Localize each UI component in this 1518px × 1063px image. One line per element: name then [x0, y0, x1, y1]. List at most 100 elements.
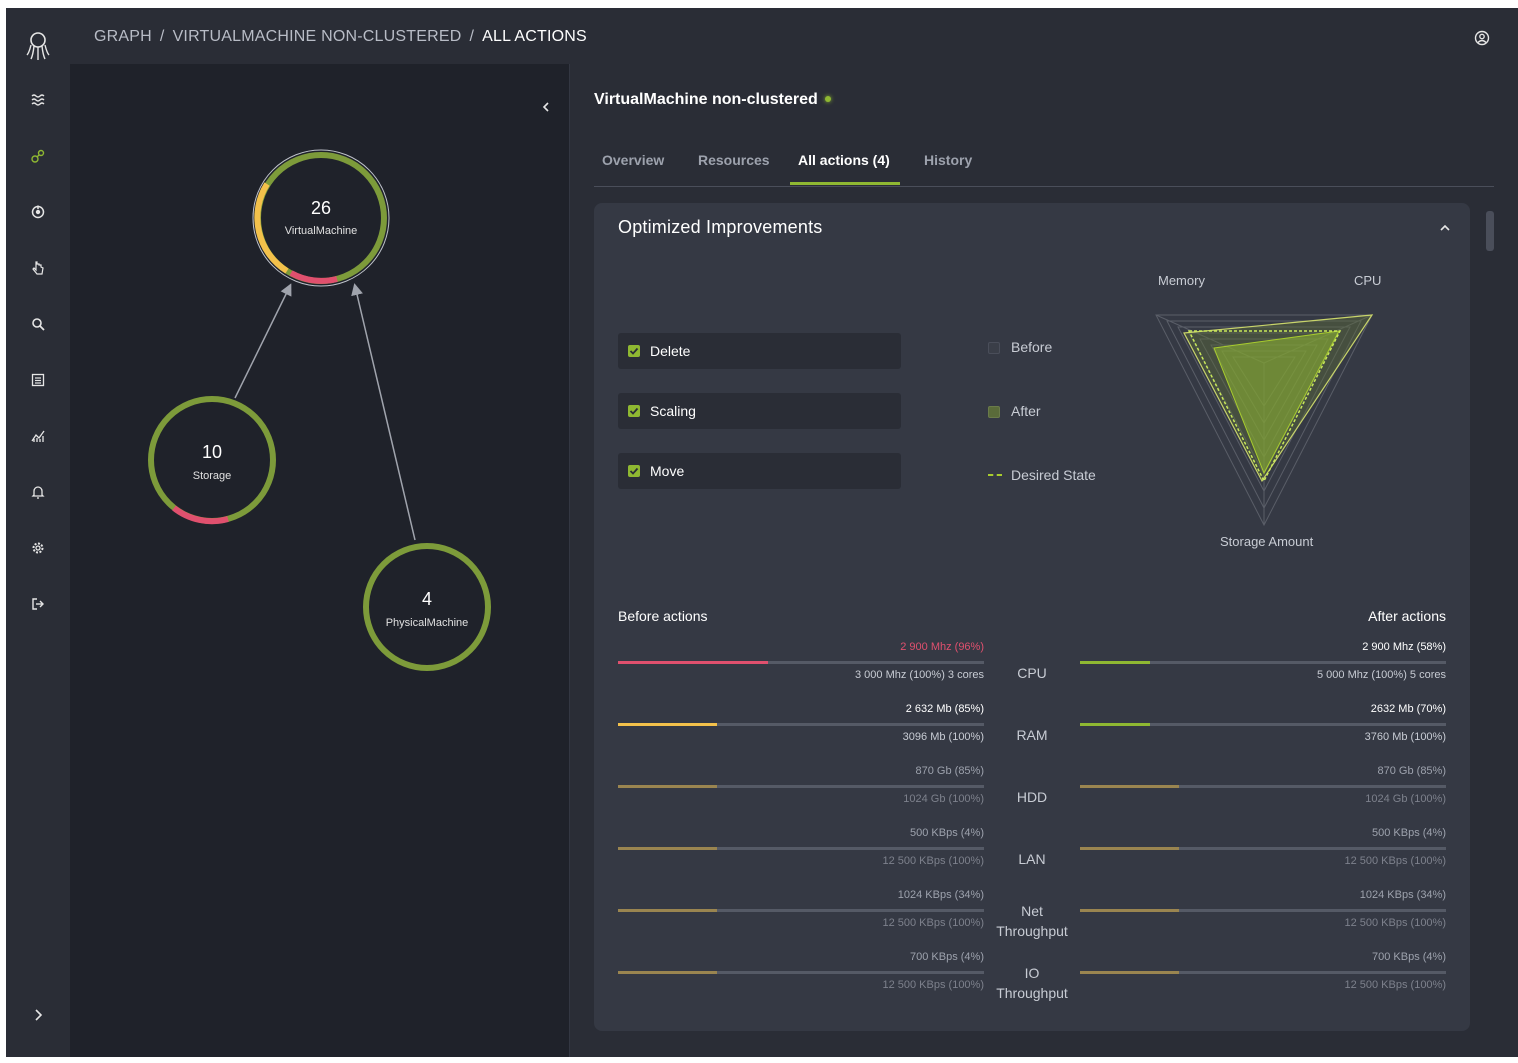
- detail-panel: VirtualMachine non-clustered Overview Re…: [570, 64, 1518, 1057]
- node-storage-name: Storage: [192, 470, 232, 482]
- before-value: 1024 KBps (34%): [897, 889, 984, 901]
- filter-move[interactable]: Move: [618, 453, 901, 489]
- graph-edges: [234, 283, 416, 541]
- legend-swatch: [988, 342, 1000, 354]
- legend-label: Desired State: [1011, 467, 1096, 483]
- radar-chart: [1155, 314, 1374, 527]
- breadcrumb: GRAPH / VIRTUALMACHINE NON-CLUSTERED / ALL A…: [94, 28, 587, 46]
- metric-label: Net Throughput: [996, 903, 1068, 939]
- node-virtualmachine-name: VirtualMachine: [284, 225, 358, 237]
- after-bar-fill: [1080, 971, 1179, 974]
- chevron-right-icon[interactable]: [26, 1003, 50, 1027]
- after-bar-fill: [1080, 847, 1179, 850]
- filter-label: Move: [650, 463, 685, 479]
- before-capacity: 12 500 KBps (100%): [882, 855, 984, 867]
- pane-divider[interactable]: [569, 64, 570, 1057]
- app-window: GRAPH / VIRTUALMACHINE NON-CLUSTERED / ALL A…: [6, 8, 1518, 1057]
- before-capacity: 12 500 KBps (100%): [882, 979, 984, 991]
- before-bar-fill: [618, 909, 717, 912]
- checkbox-checked-icon[interactable]: [628, 405, 640, 417]
- filter-scaling[interactable]: Scaling: [618, 393, 901, 429]
- checkbox-checked-icon[interactable]: [628, 345, 640, 357]
- optimized-improvements-card: Optimized Improvements Delete Scaling Mo…: [594, 203, 1470, 1031]
- chevron-up-icon[interactable]: [1438, 221, 1452, 235]
- after-value: 700 KBps (4%): [1372, 951, 1446, 963]
- sidebar: [6, 8, 70, 1057]
- metric-label: HDD: [1016, 789, 1048, 805]
- breadcrumb-graph[interactable]: GRAPH: [94, 28, 152, 45]
- before-capacity: 3 000 Mhz (100%) 3 cores: [854, 669, 984, 681]
- after-capacity: 3760 Mb (100%): [1364, 731, 1446, 743]
- before-value: 700 KBps (4%): [910, 951, 984, 963]
- bell-icon[interactable]: [26, 480, 50, 504]
- before-value: 2 632 Mb (85%): [905, 703, 984, 715]
- legend-label: Before: [1011, 339, 1053, 355]
- before-capacity: 1024 Gb (100%): [903, 793, 984, 805]
- node-storage-count: 10: [201, 442, 223, 462]
- tab-overview[interactable]: Overview: [602, 152, 665, 168]
- before-bar-fill: [618, 847, 717, 850]
- metric-label: IO Throughput: [996, 965, 1068, 1001]
- tab-history[interactable]: History: [924, 152, 973, 168]
- after-bar-track: [1080, 661, 1446, 664]
- graph-nodes-icon[interactable]: [26, 144, 50, 168]
- before-bar-fill: [618, 661, 769, 664]
- node-virtualmachine-count: 26: [310, 198, 332, 218]
- after-value: 2 900 Mhz (58%): [1362, 641, 1446, 653]
- radar-axis-cpu: CPU: [1354, 273, 1382, 288]
- scrollbar-thumb[interactable]: [1486, 211, 1494, 251]
- octopus-logo-icon[interactable]: [24, 32, 52, 60]
- before-value: 500 KBps (4%): [910, 827, 984, 839]
- collapse-panel-chevron-left-icon[interactable]: [539, 100, 553, 114]
- breadcrumb-vm[interactable]: VIRTUALMACHINE NON-CLUSTERED: [172, 28, 462, 45]
- power-dial-icon[interactable]: [26, 200, 50, 224]
- graph-canvas[interactable]: 26 VirtualMachine 10 Storage 4 PhysicalM…: [70, 64, 569, 1057]
- before-bar-track: [618, 723, 984, 726]
- after-bar-track: [1080, 971, 1446, 974]
- filter-delete[interactable]: Delete: [618, 333, 901, 369]
- status-indicator: [825, 96, 831, 102]
- tab-all-actions[interactable]: All actions (4): [798, 152, 890, 168]
- filter-label: Delete: [650, 343, 691, 359]
- radar-axis-memory: Memory: [1158, 273, 1205, 288]
- legend-label: After: [1011, 403, 1041, 419]
- waves-icon[interactable]: [26, 88, 50, 112]
- after-capacity: 12 500 KBps (100%): [1344, 979, 1446, 991]
- search-icon[interactable]: [26, 312, 50, 336]
- node-physicalmachine-count: 4: [421, 589, 432, 609]
- after-bar-track: [1080, 723, 1446, 726]
- before-bar-fill: [618, 723, 717, 726]
- list-icon[interactable]: [26, 368, 50, 392]
- node-physicalmachine[interactable]: [361, 541, 493, 673]
- after-bar-track: [1080, 847, 1446, 850]
- edge-storage-to-vm: [234, 283, 292, 399]
- after-actions-heading: After actions: [1368, 608, 1446, 624]
- entity-title: VirtualMachine non-clustered: [594, 91, 818, 108]
- node-virtualmachine[interactable]: [251, 148, 391, 288]
- before-bar-track: [618, 785, 984, 788]
- node-physicalmachine-name: PhysicalMachine: [385, 617, 469, 629]
- after-capacity: 5 000 Mhz (100%) 5 cores: [1316, 669, 1446, 681]
- scrollbar[interactable]: [1486, 211, 1494, 1037]
- breadcrumb-separator: /: [159, 28, 165, 45]
- after-bar-track: [1080, 785, 1446, 788]
- after-bar-fill: [1080, 661, 1150, 664]
- metric-label: CPU: [1017, 665, 1047, 681]
- logout-icon[interactable]: [26, 592, 50, 616]
- hand-pointer-icon[interactable]: [26, 256, 50, 280]
- active-tab-indicator: [790, 182, 900, 185]
- before-value: 2 900 Mhz (96%): [900, 641, 984, 653]
- checkbox-checked-icon[interactable]: [628, 465, 640, 477]
- before-bar-track: [618, 661, 984, 664]
- radar-axis-storage-amount: Storage Amount: [1220, 534, 1314, 549]
- before-bar-fill: [618, 971, 717, 974]
- user-account-icon[interactable]: [1474, 30, 1490, 46]
- node-storage[interactable]: [146, 394, 278, 526]
- radar-desired-area: [1187, 330, 1342, 483]
- tab-resources[interactable]: Resources: [698, 152, 770, 168]
- gear-icon[interactable]: [26, 536, 50, 560]
- analytics-icon[interactable]: [26, 424, 50, 448]
- metric-label: RAM: [1016, 727, 1048, 743]
- after-bar-track: [1080, 909, 1446, 912]
- after-value: 2632 Mb (70%): [1370, 703, 1446, 715]
